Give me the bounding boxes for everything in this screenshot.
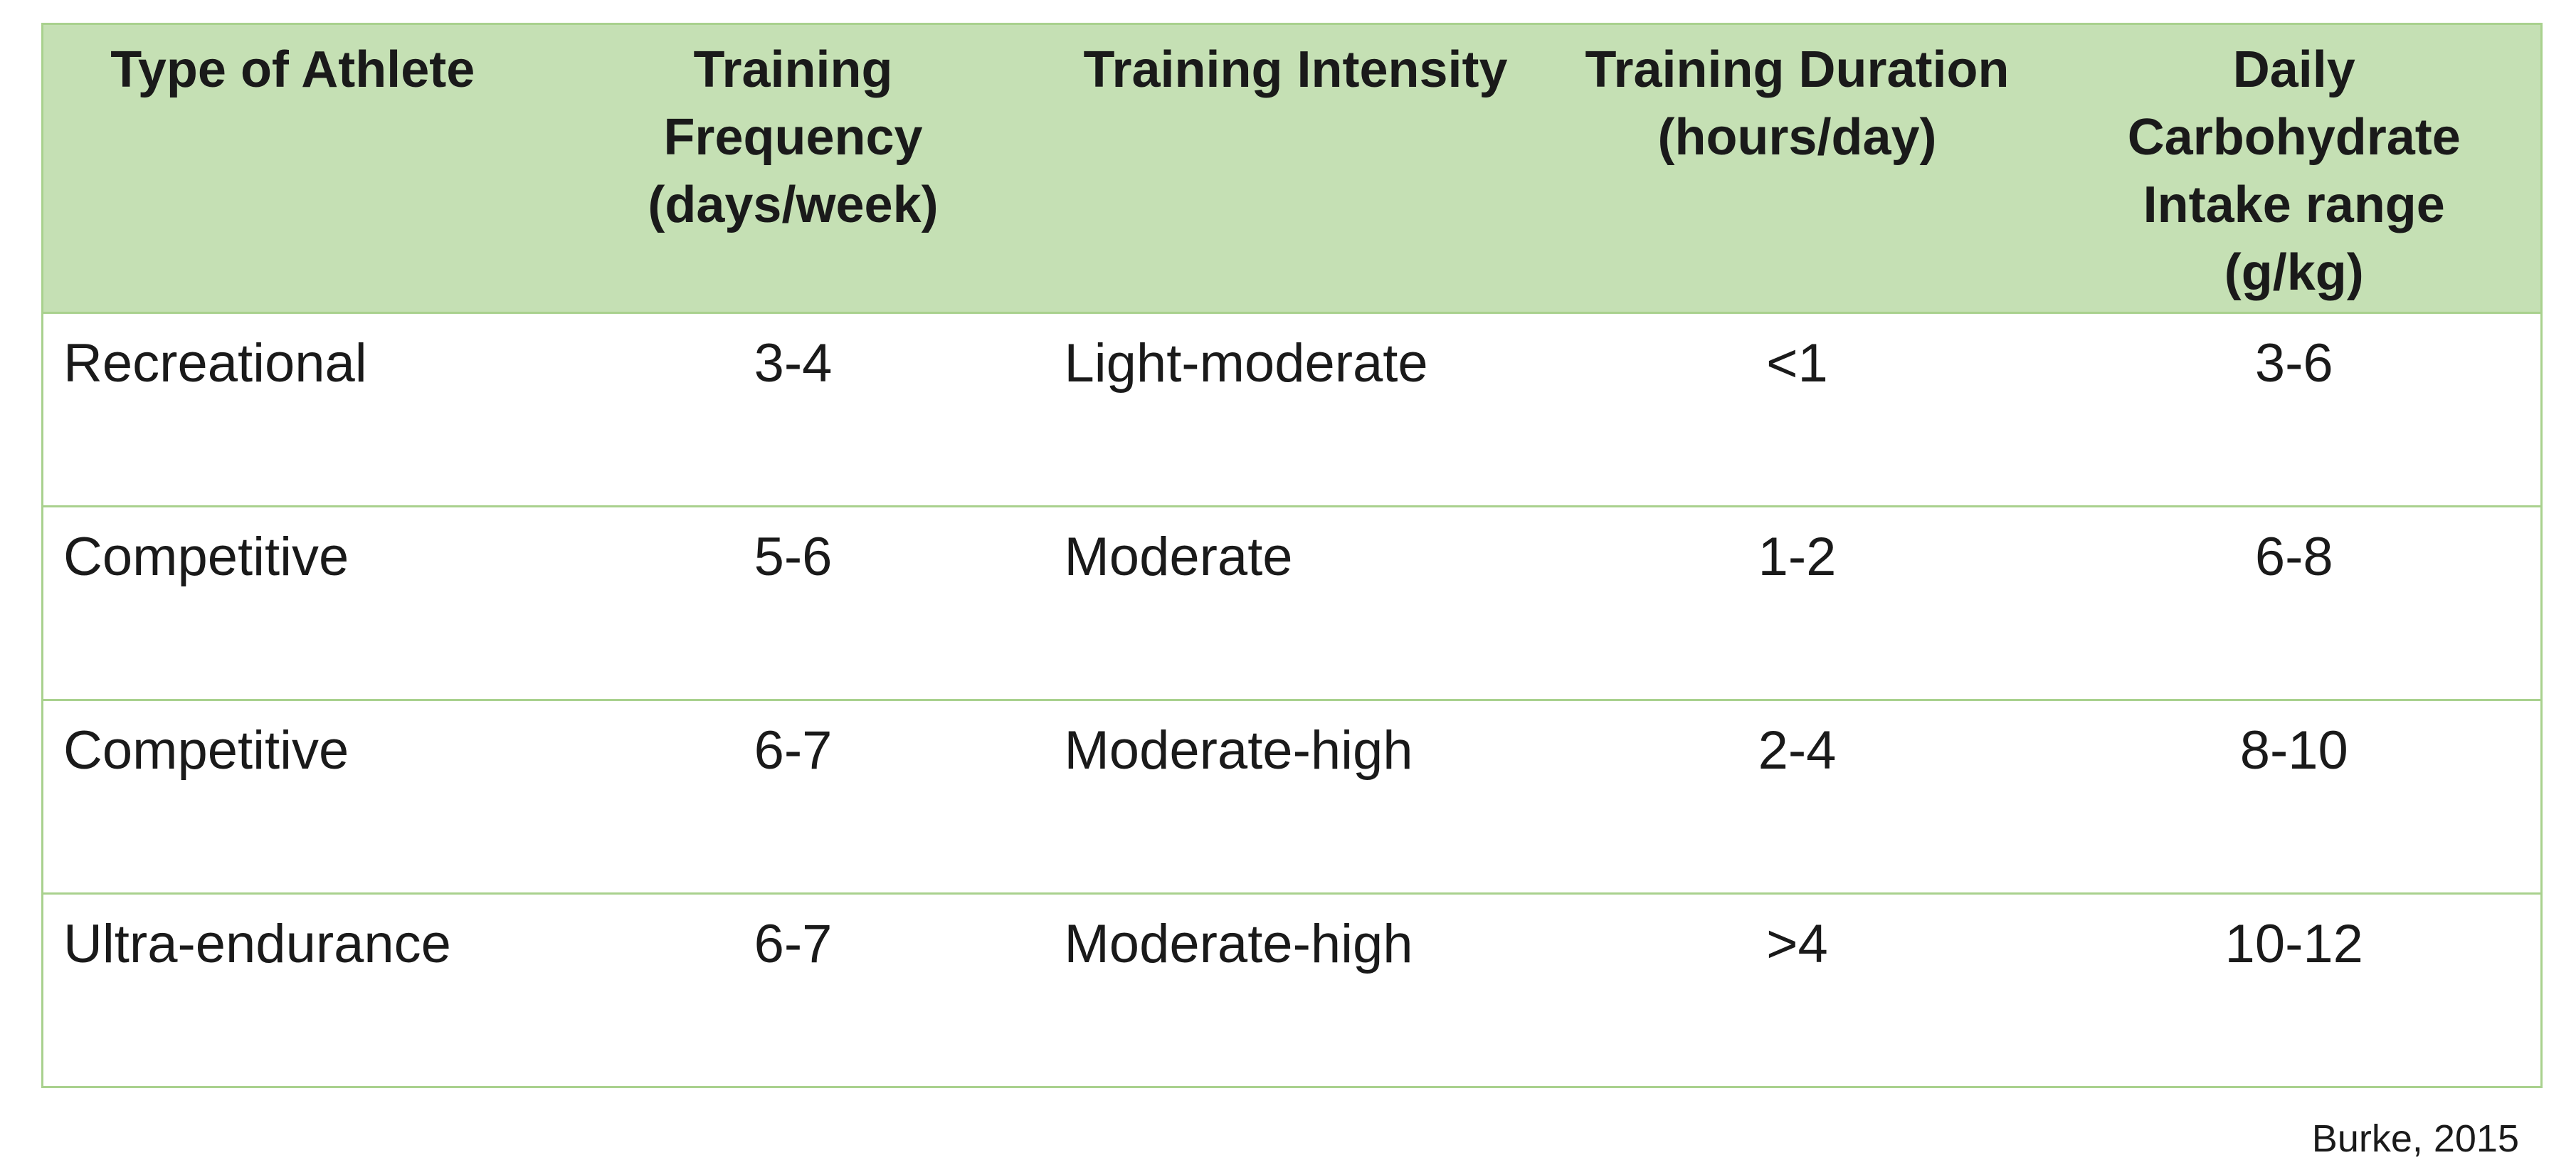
cell-training-intensity: Moderate-high	[1044, 699, 1547, 894]
cell-carbohydrate-intake: 3-6	[2047, 312, 2542, 507]
header-training-frequency: Training Frequency (days/week)	[542, 23, 1045, 313]
cell-athlete-type: Ultra-endurance	[42, 892, 542, 1087]
header-type-of-athlete: Type of Athlete	[42, 23, 542, 313]
carbohydrate-intake-table-container: Type of Athlete Training Frequency (days…	[41, 23, 2543, 1088]
header-carbohydrate-intake: Daily Carbohydrate Intake range (g/kg)	[2047, 23, 2542, 313]
table-header-row: Type of Athlete Training Frequency (days…	[42, 23, 2542, 313]
cell-training-frequency: 5-6	[542, 505, 1045, 700]
cell-training-duration: 2-4	[1546, 699, 2048, 894]
cell-training-frequency: 6-7	[542, 699, 1045, 894]
carbohydrate-intake-table: Type of Athlete Training Frequency (days…	[41, 23, 2543, 1088]
cell-athlete-type: Competitive	[42, 699, 542, 894]
header-training-intensity: Training Intensity	[1044, 23, 1547, 313]
cell-athlete-type: Recreational	[42, 312, 542, 507]
cell-training-frequency: 6-7	[542, 892, 1045, 1087]
cell-athlete-type: Competitive	[42, 505, 542, 700]
cell-training-intensity: Moderate	[1044, 505, 1547, 700]
table-row: Competitive 5-6 Moderate 1-2 6-8	[42, 505, 2542, 700]
header-training-duration: Training Duration (hours/day)	[1546, 23, 2048, 313]
cell-training-duration: >4	[1546, 892, 2048, 1087]
table-row: Ultra-endurance 6-7 Moderate-high >4 10-…	[42, 892, 2542, 1087]
cell-training-intensity: Moderate-high	[1044, 892, 1547, 1087]
cell-training-intensity: Light-moderate	[1044, 312, 1547, 507]
source-citation: Burke, 2015	[2311, 1117, 2519, 1160]
cell-training-duration: 1-2	[1546, 505, 2048, 700]
cell-carbohydrate-intake: 6-8	[2047, 505, 2542, 700]
cell-training-frequency: 3-4	[542, 312, 1045, 507]
cell-carbohydrate-intake: 10-12	[2047, 892, 2542, 1087]
table-row: Competitive 6-7 Moderate-high 2-4 8-10	[42, 699, 2542, 894]
table-row: Recreational 3-4 Light-moderate <1 3-6	[42, 312, 2542, 507]
cell-training-duration: <1	[1546, 312, 2048, 507]
cell-carbohydrate-intake: 8-10	[2047, 699, 2542, 894]
